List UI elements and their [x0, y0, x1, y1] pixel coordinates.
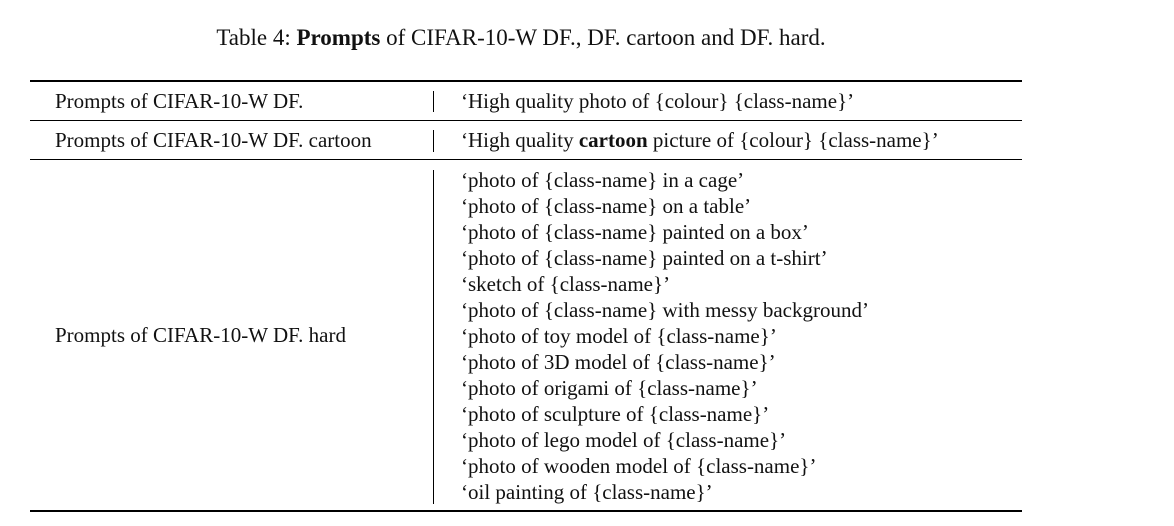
hard-prompt-item: ‘photo of origami of {class-name}’ — [461, 376, 758, 400]
caption-prefix: Table 4: — [216, 25, 297, 50]
hard-prompt-item: ‘oil painting of {class-name}’ — [461, 480, 713, 504]
caption-rest: of CIFAR-10-W DF., DF. cartoon and DF. h… — [380, 25, 826, 50]
hard-prompt-item: ‘photo of {class-name} painted on a box’ — [461, 220, 809, 244]
hard-prompt-item: ‘photo of sculpture of {class-name}’ — [461, 402, 770, 426]
row-divider-1 — [30, 120, 1022, 121]
hard-prompt-item: ‘photo of {class-name} painted on a t-sh… — [461, 246, 828, 270]
hard-prompt-item: ‘photo of {class-name} on a table’ — [461, 194, 752, 218]
row-hard-name: Prompts of CIFAR-10-W DF. hard — [55, 323, 346, 347]
cartoon-prompt-bold: cartoon — [578, 128, 648, 152]
column-separator-row3 — [433, 170, 434, 504]
row-cartoon-prompt: ‘High quality cartoon picture of {colour… — [461, 127, 939, 153]
hard-prompt-list: ‘photo of {class-name} in a cage’ ‘photo… — [461, 167, 869, 505]
table-caption: Table 4: Prompts of CIFAR-10-W DF., DF. … — [0, 22, 1042, 54]
hard-prompt-item: ‘photo of wooden model of {class-name}’ — [461, 454, 817, 478]
table-bottom-rule — [30, 510, 1022, 512]
hard-prompt-item: ‘photo of {class-name} in a cage’ — [461, 168, 745, 192]
column-separator-row1 — [433, 91, 434, 112]
caption-bold: Prompts — [296, 25, 381, 50]
hard-prompt-item: ‘photo of {class-name} with messy backgr… — [461, 298, 869, 322]
hard-prompt-item: ‘photo of 3D model of {class-name}’ — [461, 350, 776, 374]
row-df-name: Prompts of CIFAR-10-W DF. — [55, 89, 304, 113]
row-divider-2 — [30, 159, 1022, 160]
table-top-rule — [30, 80, 1022, 82]
hard-prompt-item: ‘photo of lego model of {class-name}’ — [461, 428, 787, 452]
row-cartoon-name: Prompts of CIFAR-10-W DF. cartoon — [55, 128, 372, 152]
column-separator-row2 — [433, 130, 434, 152]
row-df-prompt: ‘High quality photo of {colour} {class-n… — [461, 89, 855, 113]
hard-prompt-item: ‘sketch of {class-name}’ — [461, 272, 671, 296]
cartoon-prompt-before: ‘High quality — [461, 128, 579, 152]
cartoon-prompt-after: picture of {colour} {class-name}’ — [647, 128, 939, 152]
hard-prompt-item: ‘photo of toy model of {class-name}’ — [461, 324, 777, 348]
